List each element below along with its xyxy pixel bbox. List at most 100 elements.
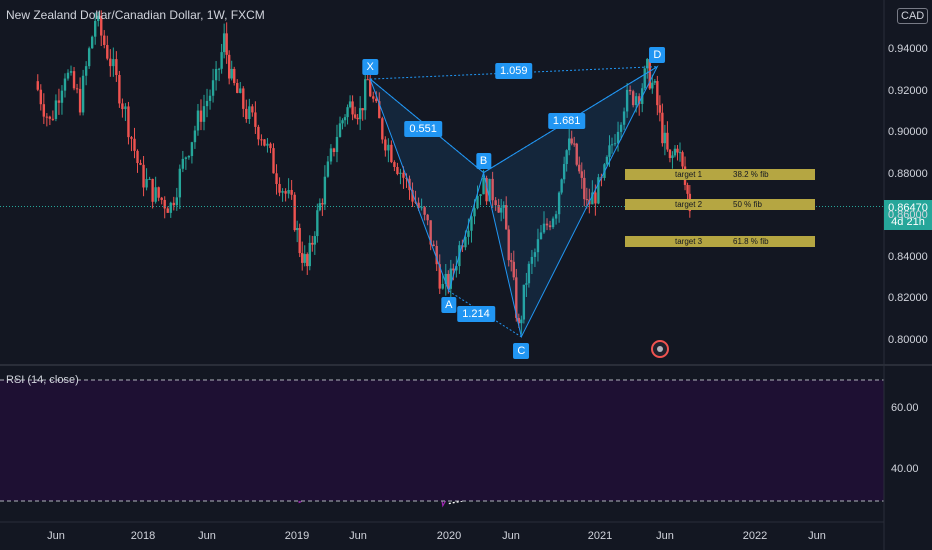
price-tick-label: 0.80000: [888, 334, 928, 346]
candle-body: [643, 68, 646, 89]
candle-body: [287, 190, 290, 194]
candle-body: [488, 178, 491, 202]
candle-body: [353, 114, 357, 118]
candle-body: [106, 44, 109, 59]
candle-body: [272, 148, 275, 174]
candle-body: [597, 177, 600, 204]
candle-body: [384, 139, 387, 151]
target-name: target 3: [675, 237, 703, 247]
candle-body: [557, 192, 561, 215]
candle-body: [196, 110, 200, 131]
candle-body: [245, 108, 248, 120]
pattern-point-a: A: [441, 297, 457, 314]
rsi-title: RSI (14, close): [6, 374, 79, 386]
candle-body: [512, 261, 515, 278]
candle-body: [573, 143, 576, 145]
candle-body: [548, 225, 552, 228]
candle-body: [447, 273, 450, 289]
candle-body: [515, 277, 518, 318]
candle-body: [551, 218, 555, 228]
candle-body: [356, 117, 359, 120]
candle-body: [233, 68, 236, 84]
candle-body: [381, 118, 384, 140]
candle-body: [346, 107, 349, 118]
xab-triangle: [369, 77, 485, 293]
target-fib: 61.8 % fib: [733, 237, 769, 247]
candle-body: [133, 138, 136, 151]
candle-body: [281, 191, 284, 193]
candle-body: [275, 173, 278, 185]
time-tick-label: Jun: [47, 530, 65, 542]
candle-body: [112, 59, 115, 67]
candle-body: [190, 142, 194, 157]
candle-body: [97, 15, 100, 22]
candle-body: [651, 82, 654, 89]
candle-body: [497, 204, 500, 213]
time-tick-label: 2020: [436, 530, 462, 542]
candle-body: [578, 164, 581, 172]
candle-body: [154, 187, 157, 202]
candle-body: [290, 190, 293, 195]
candle-body: [686, 184, 689, 194]
candle-body: [491, 178, 494, 201]
currency-badge[interactable]: CAD: [897, 8, 929, 24]
candle-body: [567, 138, 571, 151]
candle-body: [220, 52, 223, 69]
candle-body: [100, 15, 103, 36]
countdown-value: 4d 21h: [891, 216, 925, 228]
candle-body: [45, 116, 49, 118]
candle-body: [208, 95, 212, 101]
candle-body: [87, 48, 91, 67]
candle-body: [476, 196, 479, 209]
candle-body: [254, 112, 257, 127]
chart-title: New Zealand Dollar/Canadian Dollar, 1W, …: [6, 8, 265, 22]
candle-body: [90, 36, 94, 49]
candle-body: [118, 75, 121, 104]
candle-body: [66, 72, 70, 79]
candle-body: [75, 88, 79, 90]
candle-body: [671, 155, 674, 158]
candle-body: [522, 284, 526, 320]
candle-body: [169, 202, 172, 213]
candle-body: [399, 172, 402, 174]
candle-body: [160, 197, 163, 200]
candle-body: [361, 108, 364, 111]
candle-body: [653, 81, 657, 83]
candle-body: [127, 106, 130, 138]
candle-body: [130, 137, 133, 139]
candle-body: [634, 96, 638, 106]
candle-body: [303, 254, 306, 263]
candle-body: [560, 179, 563, 193]
pattern-ratio-label: 0.551: [404, 120, 442, 137]
candle-body: [257, 126, 260, 140]
candle-body: [242, 88, 245, 109]
candle-body: [69, 71, 73, 73]
candle-body: [444, 273, 447, 285]
candle-body: [60, 90, 64, 103]
candle-body: [527, 263, 531, 284]
pattern-ratio-label: 1.059: [495, 62, 533, 79]
candle-body: [121, 103, 124, 110]
price-tick-label: 0.94000: [888, 43, 928, 55]
candle-body: [666, 132, 669, 150]
price-tick-label: 0.84000: [888, 250, 928, 263]
candle-body: [575, 143, 578, 165]
candle-body: [432, 244, 435, 247]
candle-body: [217, 68, 221, 70]
pattern-point-c: C: [513, 342, 530, 359]
candle-body: [539, 232, 543, 240]
price-tick-label: 0.86000: [888, 209, 928, 222]
price-tick-label: 0.82000: [888, 292, 928, 305]
candle-body: [525, 283, 528, 285]
candle-body: [619, 124, 623, 132]
candle-body: [343, 117, 347, 121]
candle-body: [248, 106, 251, 120]
candle-body: [482, 177, 485, 195]
candle-body: [329, 148, 333, 162]
candle-body: [479, 194, 482, 197]
candle-body: [375, 98, 378, 102]
candle-body: [393, 162, 396, 167]
candle-body: [36, 81, 39, 90]
